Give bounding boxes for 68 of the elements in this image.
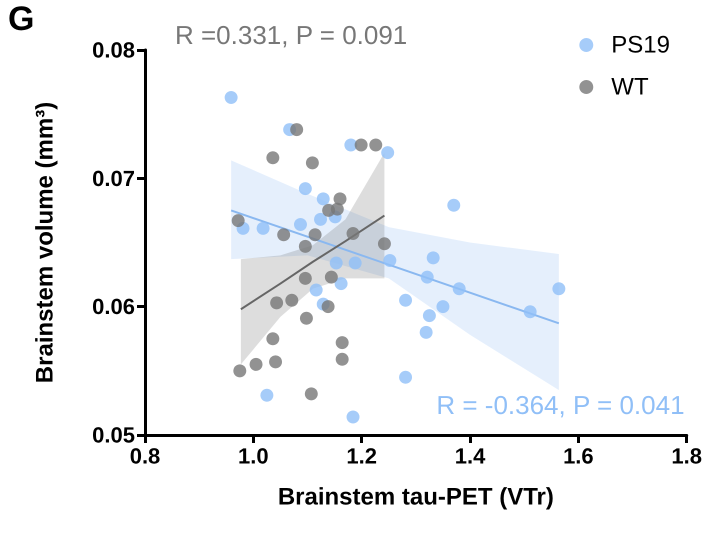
point: [383, 254, 396, 267]
point: [334, 192, 347, 206]
y-tick-label: 0.08: [92, 38, 135, 62]
legend-label: PS19: [611, 32, 670, 58]
point: [250, 358, 263, 371]
point: [266, 151, 280, 164]
x-tick-label: 1.6: [563, 444, 594, 468]
point: [420, 270, 434, 284]
point: [306, 156, 319, 170]
text: G: [8, 0, 34, 38]
point: [298, 240, 312, 253]
point: [300, 312, 313, 325]
point: [447, 198, 460, 212]
point: [348, 256, 362, 270]
point: [269, 355, 282, 368]
y-axis-title: Brainstem volume (mm³): [32, 102, 58, 384]
point: [399, 370, 412, 384]
text: R =0.331, P = 0.091: [175, 20, 408, 50]
point: [381, 146, 394, 160]
point: [330, 202, 344, 216]
point: [316, 192, 330, 206]
point: [346, 410, 360, 424]
point: [314, 212, 328, 226]
point: [452, 282, 466, 296]
line-series: [240, 214, 386, 310]
point: [354, 138, 368, 152]
point: [346, 227, 360, 240]
point: [256, 222, 270, 235]
annotation: R = -0.364, P = 0.041: [436, 390, 685, 420]
point: [290, 123, 304, 136]
point: [232, 214, 245, 228]
point: [422, 309, 436, 322]
point: [322, 300, 335, 314]
x-axis-title: Brainstem tau-PET (VTr): [278, 484, 554, 510]
x-tick-label: 1.4: [454, 444, 486, 468]
y-tick-label: 0.07: [92, 166, 135, 191]
point: [285, 294, 298, 307]
y-tick-label: 0.06: [92, 294, 135, 320]
point: [552, 282, 566, 296]
point: [233, 364, 246, 378]
point: [266, 332, 280, 346]
line-series: [230, 209, 560, 324]
point: [524, 305, 537, 318]
point: [298, 182, 312, 196]
point: [260, 388, 274, 402]
point: [436, 300, 450, 314]
point: [420, 326, 433, 339]
point: [308, 228, 322, 242]
point: [304, 387, 318, 400]
x-tick-label: 1.0: [238, 444, 269, 468]
point: [310, 283, 323, 296]
point: [224, 90, 238, 104]
point: [330, 256, 343, 270]
point: [294, 218, 307, 232]
point: [399, 294, 412, 307]
point: [324, 270, 338, 284]
point: [334, 277, 348, 290]
point: [277, 228, 290, 242]
x-tick-label: 1.2: [346, 444, 377, 468]
point: [336, 336, 349, 350]
point: [336, 352, 349, 366]
point: [298, 272, 312, 285]
x-tick-label: 1.8: [671, 444, 702, 468]
legend-label: WT: [611, 74, 649, 100]
point: [426, 251, 440, 264]
point: [378, 237, 391, 250]
point: [270, 296, 284, 310]
point: [369, 138, 382, 152]
